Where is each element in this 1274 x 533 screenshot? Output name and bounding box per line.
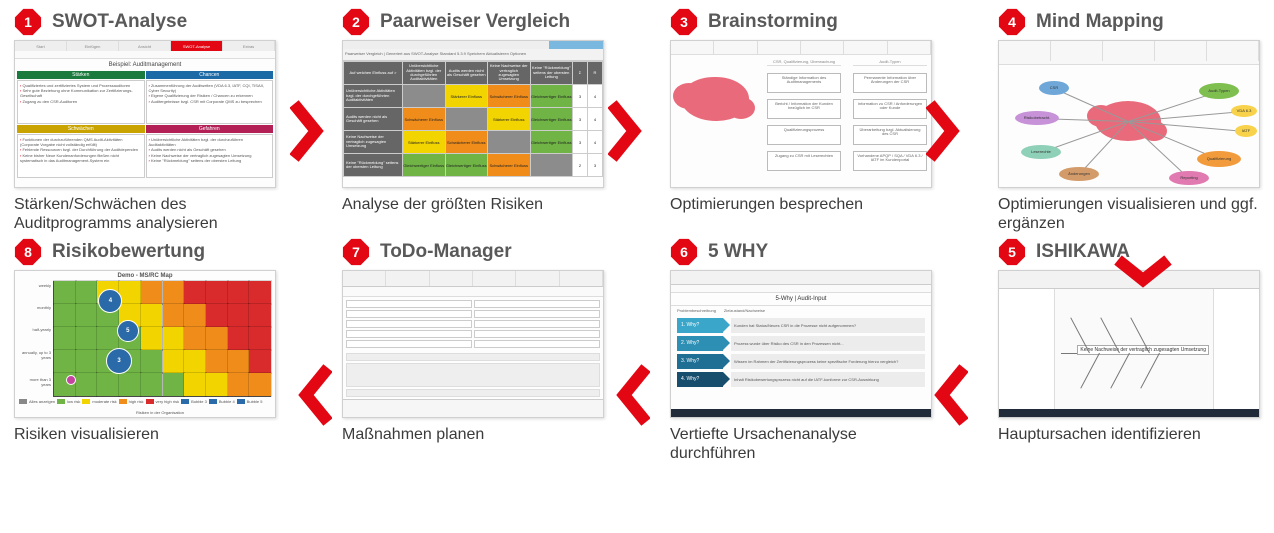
thumb-todo <box>342 270 604 418</box>
step-title: ISHIKAWA <box>1036 241 1130 263</box>
step-1: 1 SWOT-Analyse StartEinfügenAnsichtSWOT-… <box>14 8 276 234</box>
thumb-5why: 5-Why | Audit-Input Problembeschreibung … <box>670 270 932 418</box>
step-caption: Analyse der größten Risiken <box>342 196 604 215</box>
swot-doc-title: Beispiel: Auditmanagement <box>15 59 275 71</box>
step-badge-5: 5 <box>998 238 1026 266</box>
step-badge-4: 4 <box>998 8 1026 36</box>
step-badge-7: 7 <box>342 238 370 266</box>
step-caption: Maßnahmen planen <box>342 426 604 445</box>
step-6: 6 5 WHY 5-Why | Audit-Input Problembesch… <box>670 238 932 464</box>
step-badge-3: 3 <box>670 8 698 36</box>
step-caption: Hauptursachen identifizieren <box>998 426 1260 445</box>
process-row-bottom: 8 Risikobewertung Demo - MS/RC Map weekl… <box>0 234 1274 464</box>
step-3: 3 Brainstorming CSR, Qualifizierung, Übe… <box>670 8 932 215</box>
process-row-top: 1 SWOT-Analyse StartEinfügenAnsichtSWOT-… <box>0 0 1274 234</box>
step-8: 8 Risikobewertung Demo - MS/RC Map weekl… <box>14 238 276 445</box>
step-title: Mind Mapping <box>1036 11 1164 33</box>
step-badge-6: 6 <box>670 238 698 266</box>
step-title: Paarweiser Vergleich <box>380 11 570 33</box>
step-title: SWOT-Analyse <box>52 11 187 33</box>
thumb-pv: Paarweiser Vergleich | Generiert aus SWO… <box>342 40 604 188</box>
step-badge-1: 1 <box>14 8 42 36</box>
step-title: Brainstorming <box>708 11 838 33</box>
step-caption: Risiken visualisieren <box>14 426 276 445</box>
step-title: Risikobewertung <box>52 241 205 263</box>
thumb-brainstorm: CSR, Qualifizierung, ÜberwachungAudit-Ty… <box>670 40 932 188</box>
step-4: 4 Mind Mapping Audit-TypenVDA 6.3IATFQua… <box>998 8 1260 234</box>
step-caption: Stärken/Schwächen des Auditprogramms ana… <box>14 196 276 234</box>
step-title: ToDo-Manager <box>380 241 512 263</box>
step-caption: Optimierungen besprechen <box>670 196 932 215</box>
step-badge-8: 8 <box>14 238 42 266</box>
thumb-mindmap: Audit-TypenVDA 6.3IATFQualifizierungCSRR… <box>998 40 1260 188</box>
step-caption: Vertiefte Ursachenanalyse durchführen <box>670 426 932 464</box>
thumb-swot: StartEinfügenAnsichtSWOT-AnalyseExtras B… <box>14 40 276 188</box>
thumb-riskmap: Demo - MS/RC Map weeklymonthlyhalf-yearl… <box>14 270 276 418</box>
step-7: 7 ToDo-Manager Maßnahmen planen <box>342 238 604 445</box>
thumb-ishikawa: Keine Nachweise der vertraglich zugesagt… <box>998 270 1260 418</box>
step-2: 2 Paarweiser Vergleich Paarweiser Vergle… <box>342 8 604 215</box>
step-title: 5 WHY <box>708 241 768 263</box>
step-badge-2: 2 <box>342 8 370 36</box>
cloud-icon <box>681 77 749 121</box>
step-caption: Optimierungen visualisieren und ggf. erg… <box>998 196 1260 234</box>
step-5: 5 ISHIKAWA Keine Nachweise der vertragli… <box>998 238 1260 445</box>
